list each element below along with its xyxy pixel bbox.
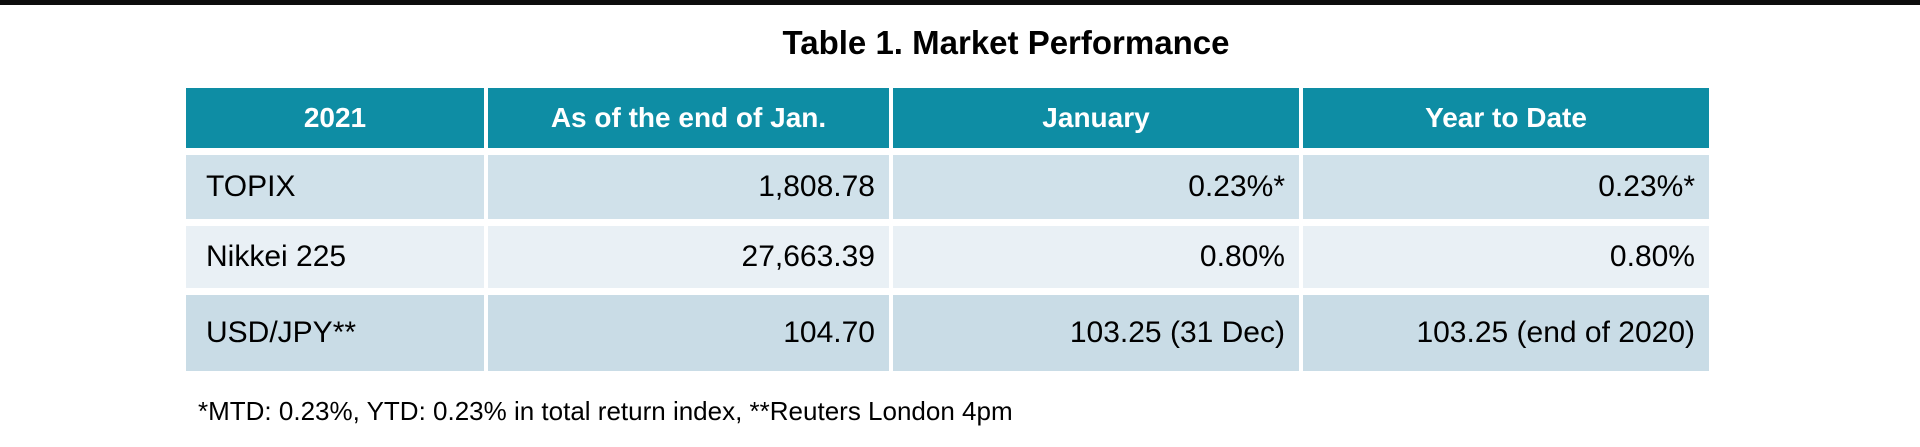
row-label-usd-jpy: USD/JPY** bbox=[186, 295, 484, 371]
row-label-nikkei-225: Nikkei 225 bbox=[186, 226, 484, 288]
column-header-january: January bbox=[893, 88, 1299, 148]
column-header-year-to-date: Year to Date bbox=[1303, 88, 1709, 148]
cell-topix-end-of-jan: 1,808.78 bbox=[488, 155, 889, 219]
market-performance-table: 2021 As of the end of Jan. January Year … bbox=[186, 88, 1709, 371]
cell-topix-year-to-date: 0.23%* bbox=[1303, 155, 1709, 219]
table-footnote: *MTD: 0.23%, YTD: 0.23% in total return … bbox=[198, 396, 1013, 426]
column-header-year: 2021 bbox=[186, 88, 484, 148]
cell-nikkei-january: 0.80% bbox=[893, 226, 1299, 288]
cell-usd-jpy-end-of-jan: 104.70 bbox=[488, 295, 889, 371]
cell-nikkei-end-of-jan: 27,663.39 bbox=[488, 226, 889, 288]
cell-usd-jpy-year-to-date: 103.25 (end of 2020) bbox=[1303, 295, 1709, 371]
table-title: Table 1. Market Performance bbox=[782, 24, 1230, 61]
cell-topix-january: 0.23%* bbox=[893, 155, 1299, 219]
row-label-topix: TOPIX bbox=[186, 155, 484, 219]
column-header-end-of-jan: As of the end of Jan. bbox=[488, 88, 889, 148]
top-border-bar bbox=[0, 0, 1920, 5]
cell-usd-jpy-january: 103.25 (31 Dec) bbox=[893, 295, 1299, 371]
cell-nikkei-year-to-date: 0.80% bbox=[1303, 226, 1709, 288]
